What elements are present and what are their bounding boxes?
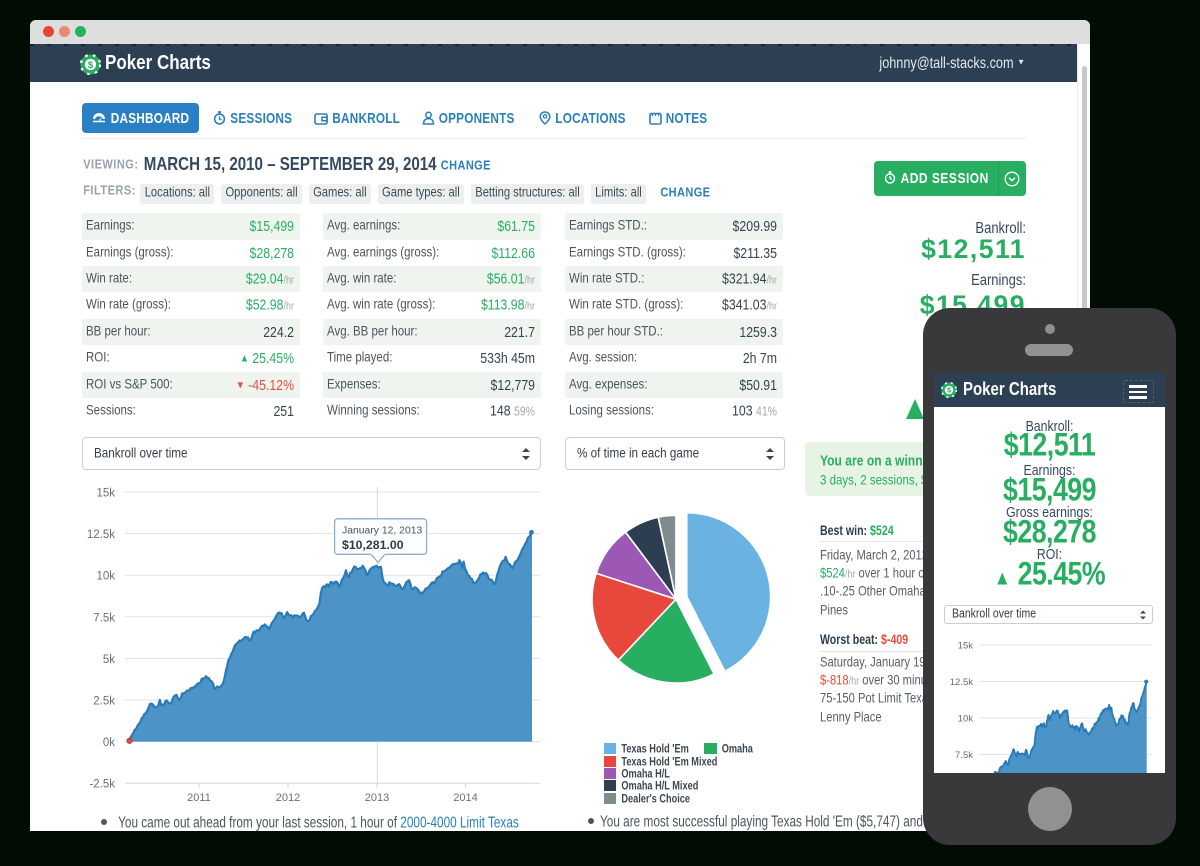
svg-text:$: $: [947, 386, 951, 395]
svg-text:10k: 10k: [96, 571, 115, 583]
svg-text:15k: 15k: [958, 641, 974, 652]
svg-text:$: $: [88, 60, 94, 71]
svg-text:12.5k: 12.5k: [87, 529, 115, 541]
svg-text:-2.5k: -2.5k: [89, 779, 115, 791]
svg-text:2012: 2012: [276, 792, 300, 804]
svg-text:January 12, 2013: January 12, 2013: [342, 526, 423, 537]
svg-text:2.5k: 2.5k: [93, 696, 115, 708]
svg-text:5k: 5k: [103, 654, 115, 666]
svg-text:2014: 2014: [453, 792, 477, 804]
svg-text:$10,281.00: $10,281.00: [342, 538, 404, 552]
svg-text:12.5k: 12.5k: [950, 677, 973, 688]
svg-text:7.5k: 7.5k: [955, 750, 973, 761]
svg-text:2013: 2013: [365, 792, 389, 804]
svg-text:10k: 10k: [958, 714, 974, 725]
svg-text:15k: 15k: [96, 488, 115, 500]
svg-text:7.5k: 7.5k: [93, 612, 115, 624]
svg-text:0k: 0k: [103, 737, 115, 749]
svg-text:2011: 2011: [187, 792, 211, 804]
